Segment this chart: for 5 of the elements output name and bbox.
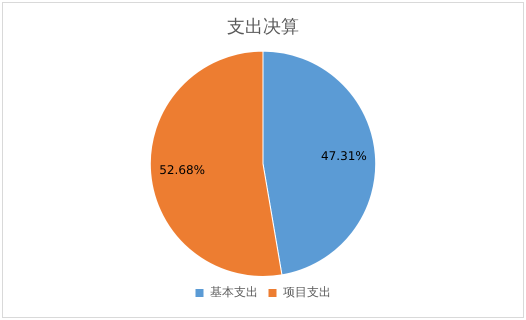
- legend-label: 基本支出: [210, 285, 258, 300]
- chart-title: 支出决算: [227, 16, 299, 38]
- legend-label: 项目支出: [283, 285, 331, 300]
- data-label: 47.31%: [320, 149, 367, 164]
- data-label: 52.68%: [159, 162, 206, 177]
